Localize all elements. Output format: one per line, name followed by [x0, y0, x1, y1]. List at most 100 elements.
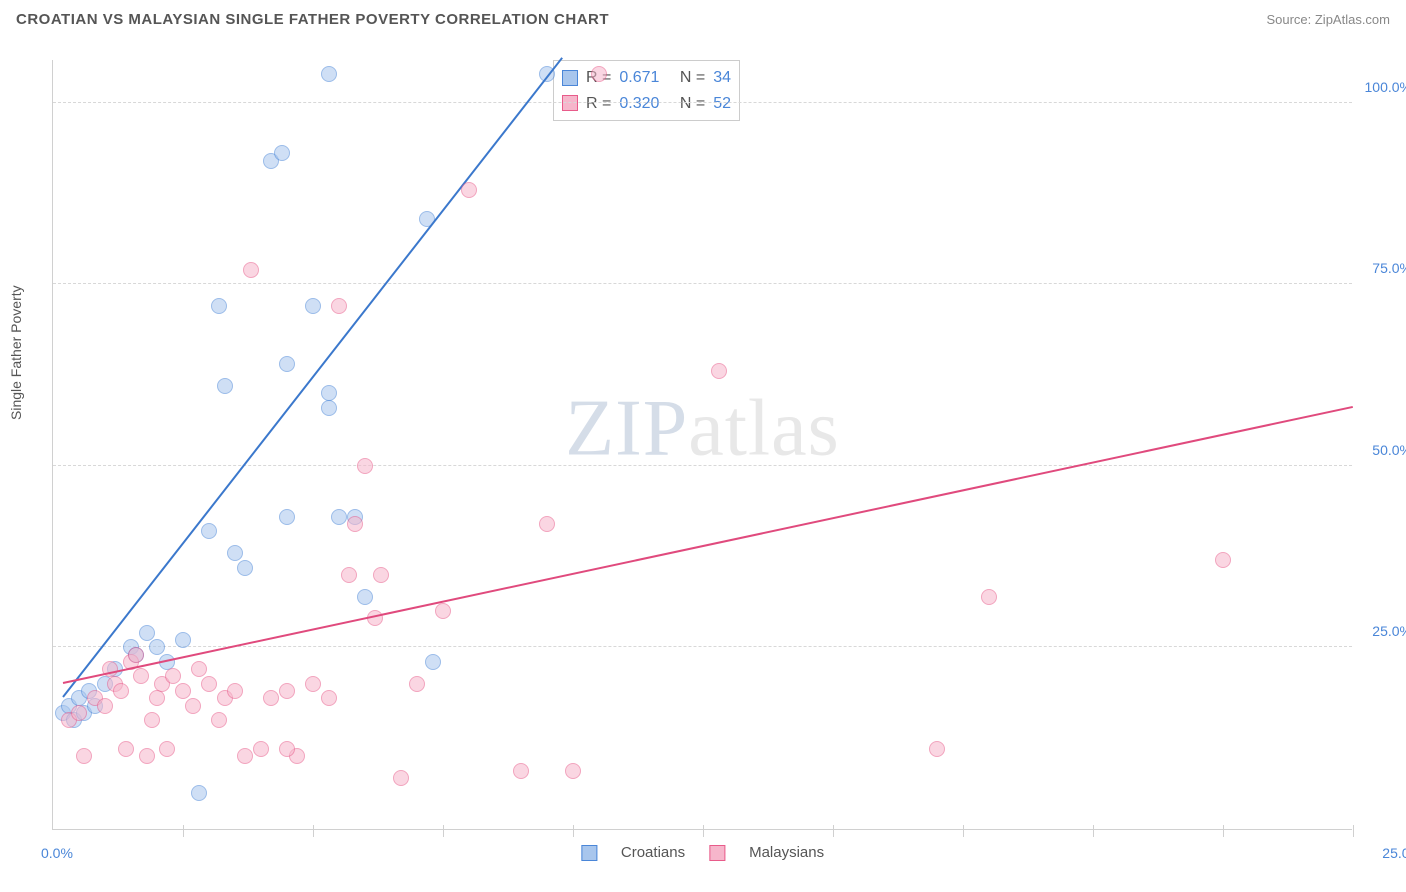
trend-line: [63, 57, 564, 697]
scatter-point: [211, 712, 227, 728]
scatter-point: [175, 632, 191, 648]
scatter-point: [185, 698, 201, 714]
scatter-point: [513, 763, 529, 779]
scatter-point: [321, 66, 337, 82]
stats-legend: R = 0.671 N = 34 R = 0.320 N = 52: [553, 60, 740, 121]
chart-title: CROATIAN VS MALAYSIAN SINGLE FATHER POVE…: [16, 11, 609, 28]
scatter-point: [237, 748, 253, 764]
x-tick: [1223, 825, 1224, 837]
x-tick: [963, 825, 964, 837]
scatter-point: [97, 698, 113, 714]
gridline: [53, 465, 1352, 466]
x-tick: [573, 825, 574, 837]
scatter-point: [201, 523, 217, 539]
gridline: [53, 646, 1352, 647]
scatter-point: [305, 298, 321, 314]
scatter-point: [565, 763, 581, 779]
x-axis-max-label: 25.0%: [1382, 845, 1406, 861]
scatter-point: [175, 683, 191, 699]
scatter-point: [279, 509, 295, 525]
scatter-point: [393, 770, 409, 786]
r-label-1: R =: [586, 91, 611, 117]
scatter-chart: ZIPatlas R = 0.671 N = 34 R = 0.320 N = …: [52, 60, 1352, 830]
x-tick: [1093, 825, 1094, 837]
scatter-point: [243, 262, 259, 278]
scatter-point: [159, 741, 175, 757]
scatter-point: [357, 458, 373, 474]
scatter-point: [76, 748, 92, 764]
croatians-swatch-icon: [562, 70, 578, 86]
x-tick: [703, 825, 704, 837]
x-tick: [1353, 825, 1354, 837]
croatians-legend-label: Croatians: [621, 844, 685, 861]
scatter-point: [711, 363, 727, 379]
scatter-point: [321, 690, 337, 706]
gridline: [53, 283, 1352, 284]
scatter-point: [149, 690, 165, 706]
y-axis-label: Single Father Poverty: [8, 285, 24, 420]
y-tick-label: 75.0%: [1372, 260, 1406, 276]
scatter-point: [409, 676, 425, 692]
scatter-point: [461, 182, 477, 198]
scatter-point: [321, 400, 337, 416]
scatter-point: [425, 654, 441, 670]
watermark-part2: atlas: [688, 385, 840, 473]
scatter-point: [144, 712, 160, 728]
r-value-0: 0.671: [619, 65, 659, 91]
scatter-point: [331, 509, 347, 525]
scatter-point: [227, 545, 243, 561]
malaysians-legend-swatch-icon: [709, 845, 725, 861]
scatter-point: [253, 741, 269, 757]
scatter-point: [211, 298, 227, 314]
r-value-1: 0.320: [619, 91, 659, 117]
scatter-point: [435, 603, 451, 619]
header: CROATIAN VS MALAYSIAN SINGLE FATHER POVE…: [0, 0, 1406, 38]
scatter-point: [357, 589, 373, 605]
croatians-legend-swatch-icon: [581, 845, 597, 861]
scatter-point: [1215, 552, 1231, 568]
scatter-point: [191, 785, 207, 801]
scatter-point: [217, 378, 233, 394]
stats-row-malaysians: R = 0.320 N = 52: [562, 91, 731, 117]
scatter-point: [165, 668, 181, 684]
source-label: Source: ZipAtlas.com: [1266, 12, 1390, 27]
scatter-point: [201, 676, 217, 692]
series-legend: Croatians Malaysians: [581, 844, 824, 861]
malaysians-legend-label: Malaysians: [749, 844, 824, 861]
scatter-point: [279, 683, 295, 699]
scatter-point: [227, 683, 243, 699]
malaysians-swatch-icon: [562, 95, 578, 111]
y-tick-label: 25.0%: [1372, 623, 1406, 639]
scatter-point: [347, 516, 363, 532]
x-tick: [183, 825, 184, 837]
scatter-point: [191, 661, 207, 677]
scatter-point: [305, 676, 321, 692]
scatter-point: [341, 567, 357, 583]
n-value-0: 34: [713, 65, 731, 91]
scatter-point: [237, 560, 253, 576]
source-link[interactable]: ZipAtlas.com: [1315, 12, 1390, 27]
n-label-0: N =: [680, 65, 705, 91]
x-tick: [313, 825, 314, 837]
source-prefix: Source:: [1266, 12, 1314, 27]
scatter-point: [321, 385, 337, 401]
scatter-point: [139, 625, 155, 641]
scatter-point: [118, 741, 134, 757]
y-tick-label: 100.0%: [1365, 79, 1406, 95]
x-tick: [443, 825, 444, 837]
y-tick-label: 50.0%: [1372, 442, 1406, 458]
scatter-point: [929, 741, 945, 757]
scatter-point: [373, 567, 389, 583]
scatter-point: [128, 647, 144, 663]
scatter-point: [274, 145, 290, 161]
scatter-point: [331, 298, 347, 314]
gridline: [53, 102, 1352, 103]
scatter-point: [139, 748, 155, 764]
scatter-point: [149, 639, 165, 655]
n-label-1: N =: [680, 91, 705, 117]
stats-row-croatians: R = 0.671 N = 34: [562, 65, 731, 91]
scatter-point: [539, 516, 555, 532]
watermark-part1: ZIP: [565, 385, 688, 473]
x-tick: [833, 825, 834, 837]
scatter-point: [133, 668, 149, 684]
